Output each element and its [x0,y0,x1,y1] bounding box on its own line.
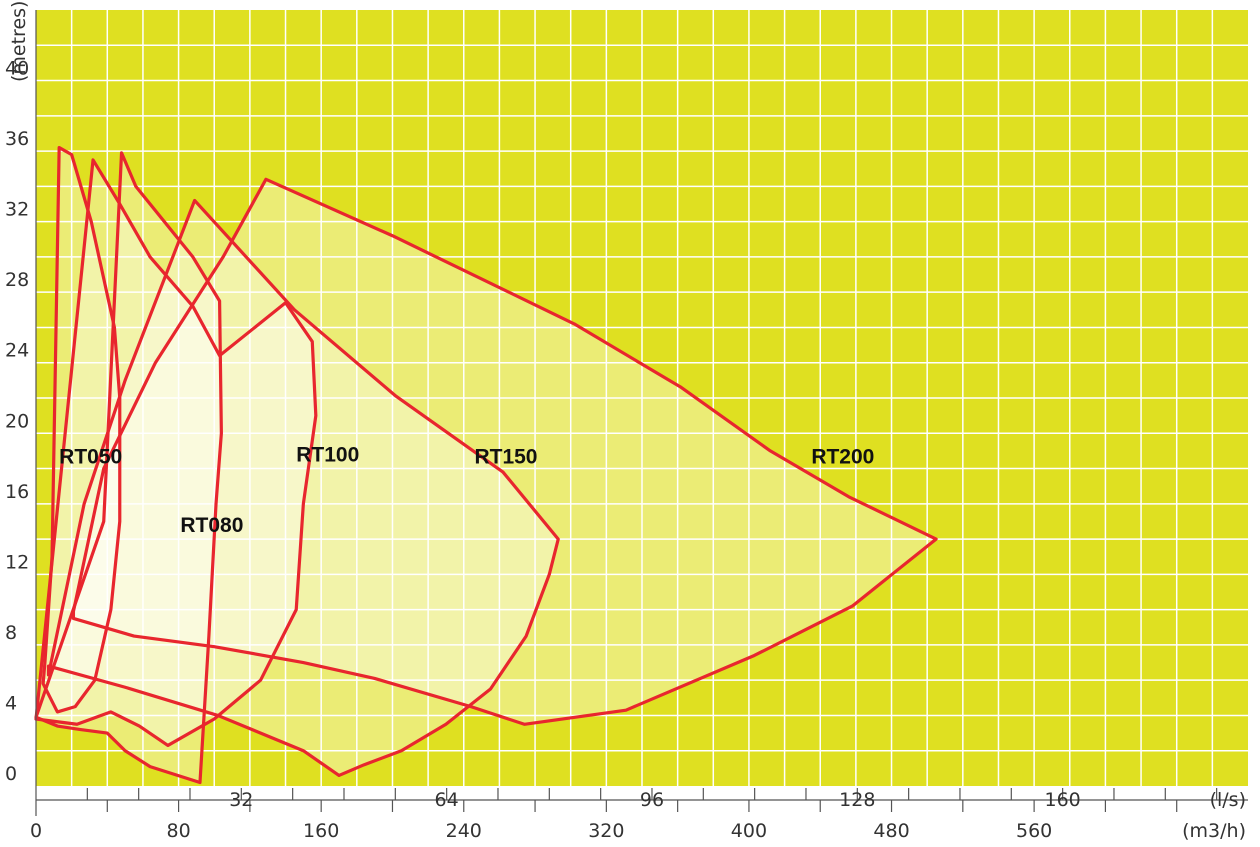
y-tick-label: 12 [5,551,29,573]
region-label-rt050: RT050 [59,445,122,468]
y-tick-label: 36 [5,128,29,150]
region-fill-rt200 [73,179,937,725]
y-tick-label: 32 [5,199,29,221]
x-axis-label-m3h: (m3/h) [1182,820,1246,842]
y-tick-label: 8 [5,622,17,644]
region-outline-rt150 [46,198,560,778]
y-tick-label: 0 [5,763,17,785]
axes [35,10,1248,816]
x-tick-labels: 32 64 96 128 160 0 80 160 240 320 400 480 560 [30,789,1081,842]
y-axis-label: (metres) [8,1,30,82]
region-fill-rt150 [48,200,559,776]
region-fill-rt050 [43,147,120,712]
x-axis-label-ls: (l/s) [1210,789,1246,811]
y-tick-label: 28 [5,269,29,291]
y-tick-labels: 0 4 8 12 16 20 24 28 32 36 40 [5,58,29,785]
x-tick-label-ls: 96 [640,789,664,811]
x-tick-label-m3h: 320 [588,820,624,842]
region-outline-rt050 [41,145,122,714]
x-tick-label-ls: 128 [839,789,875,811]
region-label-rt150: RT150 [474,445,537,468]
y-tick-label: 16 [5,481,29,503]
pump-outlines [34,145,938,785]
y-tick-label: 20 [5,410,29,432]
x-tick-label-ls: 32 [229,789,253,811]
region-fill-rt100 [36,159,316,746]
x-tick-label-ls: 160 [1045,789,1081,811]
x-tick-label-m3h: 0 [30,820,42,842]
x-tick-label-ls: 64 [435,789,459,811]
region-label-rt080: RT080 [180,514,243,537]
x-tick-label-m3h: 480 [873,820,909,842]
x-tick-label-m3h: 400 [731,820,767,842]
region-fill-rt080 [36,152,222,783]
y-tick-label: 4 [5,692,17,714]
y-tick-label: 24 [5,340,29,362]
pump-regions [36,147,937,783]
x-tick-label-m3h: 560 [1016,820,1052,842]
x-tick-label-m3h: 160 [303,820,339,842]
y-tick-label: 40 [5,58,29,80]
region-label-rt100: RT100 [296,443,359,466]
region-label-rt200: RT200 [811,445,874,468]
region-outline-rt080 [34,151,223,785]
pump-region-labels: RT050 RT080 RT100 RT150 RT200 [59,443,874,537]
region-outline-rt200 [71,177,938,726]
region-outline-rt100 [34,158,318,748]
x-tick-label-m3h: 240 [446,820,482,842]
x-tick-label-m3h: 80 [166,820,190,842]
